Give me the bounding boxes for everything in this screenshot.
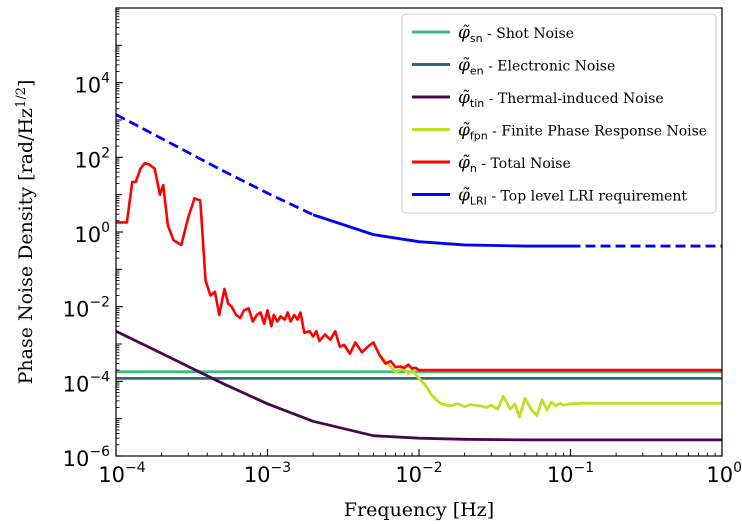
legend-label-LRI: φ̃LRI - Top level LRI requirement (458, 186, 687, 208)
series-line-n (116, 161, 722, 372)
legend-label-n: φ̃n - Total Noise (458, 153, 571, 175)
y-axis-title: Phase Noise Density [rad/Hz1/2] (14, 80, 38, 385)
legend-label-sn: φ̃sn - Shot Noise (458, 23, 574, 45)
y-axis-title-exp: 1/2 (14, 87, 29, 108)
y-tick-label: 104 (74, 71, 110, 98)
y-axis-title-base: Phase Noise Density [rad/Hz (15, 108, 37, 384)
x-tick-label: 10−1 (547, 460, 594, 487)
y-tick-label: 10−4 (63, 369, 110, 396)
y-tick-label: 10−2 (63, 295, 110, 322)
series-line-fpn (378, 354, 722, 419)
y-tick-label: 100 (74, 220, 110, 247)
legend-box (401, 13, 717, 214)
legend: φ̃sn - Shot Noise φ̃en - Electronic Noise… (401, 13, 717, 214)
legend-label-tin: φ̃tin - Thermal-induced Noise (458, 88, 664, 110)
y-axis-title-close: ] (15, 80, 37, 87)
series-line-LRI-seg-0 (116, 113, 314, 217)
x-tick-label: 10−2 (395, 460, 442, 487)
series-line-tin (116, 329, 722, 442)
y-tick-label: 10−6 (63, 444, 110, 471)
x-tick-label: 10−3 (244, 460, 291, 487)
legend-label-fpn: φ̃fpn - Finite Phase Response Noise (458, 121, 707, 143)
legend-label-en: φ̃en - Electronic Noise (458, 56, 615, 78)
series-line-LRI-seg-1 (312, 213, 571, 248)
x-tick-label: 100 (706, 460, 742, 487)
x-axis-title: Frequency [Hz] (344, 499, 494, 521)
plot-frame (115, 7, 723, 457)
series-layer (116, 113, 722, 442)
y-tick-label: 102 (74, 145, 110, 172)
x-tick-label: 10−4 (98, 460, 145, 487)
